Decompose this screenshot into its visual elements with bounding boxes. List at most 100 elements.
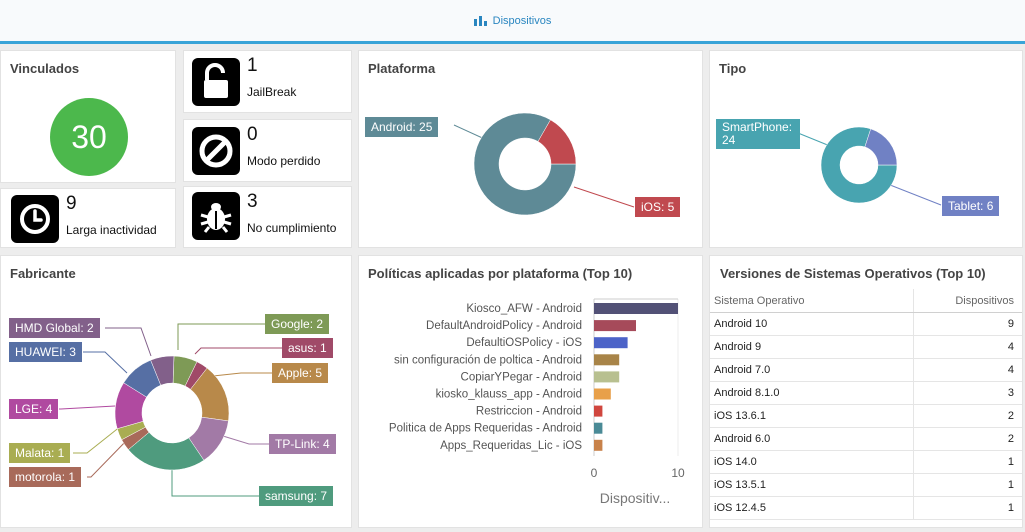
policy-bar[interactable] xyxy=(594,422,603,434)
vinculados-title: Vinculados xyxy=(10,61,80,76)
fabricante-card: Fabricante Google: 2 asus: 1 Apple: 5 TP-Li… xyxy=(0,255,352,528)
device-count-cell: 4 xyxy=(1007,341,1014,353)
fabricante-leader-line xyxy=(87,437,130,478)
device-count-cell: 4 xyxy=(1007,364,1014,376)
fabricante-malata-label: Malata: 1 xyxy=(9,443,71,463)
plataforma-slice-android[interactable] xyxy=(473,112,577,216)
vinculados-count-circle: 30 xyxy=(50,98,128,176)
versiones-table: Sistema Operativo Dispositivos Android 1… xyxy=(710,289,1022,520)
column-header-dispositivos[interactable]: Dispositivos xyxy=(955,294,1014,307)
vinculados-card: Vinculados 30 xyxy=(0,50,176,183)
table-row[interactable]: Android 7.0 4 xyxy=(710,359,1022,382)
category-label: DefaultAndroidPolicy - Android xyxy=(426,320,582,332)
policy-bar[interactable] xyxy=(594,371,620,383)
tipo-tablet-label: Tablet: 6 xyxy=(942,196,1000,216)
fabricante-apple-label: Apple: 5 xyxy=(272,363,329,383)
tipo-slice-smartphone[interactable] xyxy=(820,126,898,204)
column-header-sistema[interactable]: Sistema Operativo xyxy=(710,289,914,312)
os-name-cell: Android 7.0 xyxy=(710,359,914,381)
table-row[interactable]: iOS 14.0 1 xyxy=(710,451,1022,474)
politicas-card: Políticas aplicadas por plataforma (Top … xyxy=(358,255,703,528)
category-label: kiosko_klauss_app - Android xyxy=(436,389,582,401)
vinculados-count: 30 xyxy=(71,118,107,155)
os-name-cell: iOS 14.0 xyxy=(710,451,914,473)
fabricante-asus-label: asus: 1 xyxy=(282,338,333,358)
modo-perdido-tile[interactable]: 0 Modo perdido xyxy=(183,119,352,182)
table-row[interactable]: iOS 13.6.1 2 xyxy=(710,405,1022,428)
device-count-cell: 9 xyxy=(1007,318,1014,330)
table-header: Sistema Operativo Dispositivos xyxy=(710,289,1022,313)
policy-bar[interactable] xyxy=(594,388,611,400)
plataforma-android-label: Android: 25 xyxy=(365,117,439,137)
device-count-cell: 1 xyxy=(1007,502,1014,514)
fabricante-leader-line xyxy=(83,351,128,374)
fabricante-leader-line xyxy=(177,323,265,350)
fabricante-tp-link-label: TP-Link: 4 xyxy=(269,434,336,454)
clock-icon xyxy=(11,195,59,243)
top-bar: Dispositivos xyxy=(0,0,1025,44)
category-label: Kiosco_AFW - Android xyxy=(466,303,582,315)
device-count-cell: 3 xyxy=(1007,387,1014,399)
os-name-cell: Android 10 xyxy=(710,313,914,335)
tab-dispositivos[interactable]: Dispositivos xyxy=(473,14,552,27)
plataforma-donut-chart xyxy=(453,112,635,216)
category-label: CopiarYPegar - Android xyxy=(461,371,582,383)
device-count-cell: 2 xyxy=(1007,410,1014,422)
policy-bar[interactable] xyxy=(594,405,603,417)
table-row[interactable]: Android 8.1.0 3 xyxy=(710,382,1022,405)
table-row[interactable]: iOS 12.4.5 1 xyxy=(710,497,1022,520)
plataforma-title: Plataforma xyxy=(368,61,436,76)
policy-bar[interactable] xyxy=(594,337,628,349)
fabricante-lge-label: LGE: 4 xyxy=(9,399,59,419)
bug-icon xyxy=(192,192,240,240)
category-label: Restriccion - Android xyxy=(476,406,582,418)
table-row[interactable]: iOS 13.5.1 1 xyxy=(710,474,1022,497)
modo-perdido-count: 0 xyxy=(247,124,258,145)
os-name-cell: iOS 13.5.1 xyxy=(710,474,914,496)
jailbreak-label: JailBreak xyxy=(247,85,297,99)
fabricante-leader-line xyxy=(212,372,272,377)
policy-bar[interactable] xyxy=(594,439,603,451)
os-name-cell: iOS 12.4.5 xyxy=(710,497,914,519)
policy-bar[interactable] xyxy=(594,303,678,314)
plataforma-card: Plataforma Android: 25 iOS: 5 xyxy=(358,50,703,248)
fabricante-slice-hmd-global[interactable] xyxy=(150,355,175,386)
fabricante-samsung-label: samsung: 7 xyxy=(259,486,334,506)
os-name-cell: Android 6.0 xyxy=(710,428,914,450)
no-cumplimiento-count: 3 xyxy=(247,191,258,212)
block-icon xyxy=(192,127,240,175)
tipo-smartphone-label: SmartPhone: 24 xyxy=(716,119,800,149)
modo-perdido-label: Modo perdido xyxy=(247,154,321,168)
policy-bar[interactable] xyxy=(594,354,620,366)
tipo-slice-tablet[interactable] xyxy=(864,128,898,166)
tipo-donut-chart xyxy=(797,126,942,206)
plataforma-slice-ios[interactable] xyxy=(537,119,577,165)
fabricante-leader-line xyxy=(194,347,282,355)
category-label: Apps_Requeridas_Lic - iOS xyxy=(440,440,582,452)
fabricante-hmd-global-label: HMD Global: 2 xyxy=(9,318,100,338)
fabricante-huawei-label: HUAWEI: 3 xyxy=(9,342,82,362)
politicas-title: Políticas aplicadas por plataforma (Top … xyxy=(368,266,633,281)
jailbreak-count: 1 xyxy=(247,55,258,76)
bar-chart-icon xyxy=(473,16,487,26)
fabricante-google-label: Google: 2 xyxy=(265,314,330,334)
fabricante-leader-line xyxy=(73,425,122,454)
tipo-title: Tipo xyxy=(719,61,747,76)
x-tick-label: 0 xyxy=(591,466,598,480)
table-row[interactable]: Android 6.0 2 xyxy=(710,428,1022,451)
larga-inactividad-tile[interactable]: 9 Larga inactividad xyxy=(0,188,176,248)
fabricante-donut-chart xyxy=(59,323,282,497)
policy-bar[interactable] xyxy=(594,320,636,332)
jailbreak-tile[interactable]: 1 JailBreak xyxy=(183,50,352,113)
table-row[interactable]: Android 9 4 xyxy=(710,336,1022,359)
tab-dispositivos-label: Dispositivos xyxy=(492,14,552,27)
category-label: sin configuración de poltica - Android xyxy=(394,354,582,366)
no-cumplimiento-label: No cumplimiento xyxy=(247,221,337,235)
category-label: Politica de Apps Requeridas - Android xyxy=(389,423,582,435)
table-row[interactable]: Android 10 9 xyxy=(710,313,1022,336)
no-cumplimiento-tile[interactable]: 3 No cumplimiento xyxy=(183,186,352,248)
versiones-card: Versiones de Sistemas Operativos (Top 10… xyxy=(709,255,1023,528)
x-tick-label: 10 xyxy=(671,466,685,480)
fabricante-leader-line xyxy=(222,435,269,445)
device-count-cell: 1 xyxy=(1007,479,1014,491)
